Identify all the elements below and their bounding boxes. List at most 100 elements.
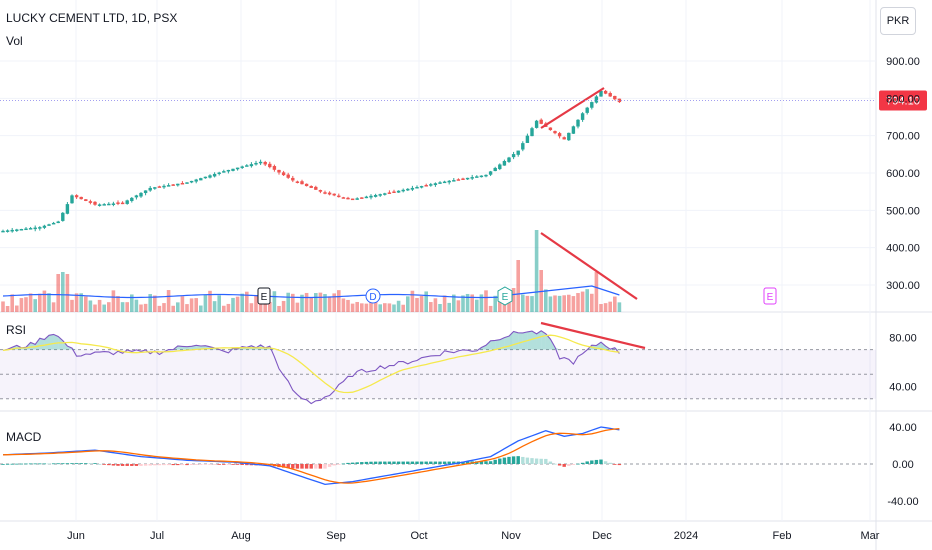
macd-histogram-bar [539, 458, 543, 464]
macd-histogram-bar [424, 461, 428, 464]
volume-bar [534, 230, 539, 312]
volume-bar [447, 302, 451, 312]
volume-bar [15, 305, 19, 312]
volume-bar [226, 303, 231, 312]
candle-body [580, 113, 585, 120]
volume-bar [263, 299, 267, 312]
event-letter: D [369, 292, 376, 303]
chart-title: LUCKY CEMENT LTD, 1D, PSX [6, 11, 178, 25]
price-tick-label: 700.00 [886, 131, 920, 143]
candle-body [84, 199, 88, 201]
macd-histogram-bar [231, 464, 235, 465]
candle-body [171, 184, 175, 186]
volume-bar [38, 293, 42, 312]
candle-body [295, 181, 300, 183]
candle-body [507, 157, 511, 162]
volume-bar [378, 304, 382, 312]
volume-bar [272, 291, 277, 312]
candle-body [38, 227, 42, 229]
volume-bar [350, 303, 355, 312]
volume-bar [608, 301, 612, 312]
macd-histogram-bar [406, 461, 410, 464]
volume-bar [249, 303, 254, 312]
macd-histogram-bar [304, 464, 309, 469]
candle-body [521, 143, 525, 150]
macd-histogram-bar [617, 464, 622, 466]
candle-body [15, 229, 19, 231]
volume-bar [488, 305, 493, 312]
volume-bar [406, 296, 410, 312]
macd-histogram-bar [484, 461, 488, 464]
candle-body [424, 185, 428, 187]
volume-bar [530, 296, 534, 312]
volume-bar [387, 303, 392, 312]
volume-bar [369, 301, 373, 312]
candle-body [309, 186, 313, 188]
volume-bar [19, 298, 24, 312]
candle-body [51, 222, 56, 225]
candle-body [429, 184, 433, 186]
volume-bar [585, 289, 589, 312]
candle-body [447, 180, 451, 183]
time-tick-label: Nov [501, 530, 521, 542]
candle-body [346, 197, 350, 200]
volume-bar [502, 301, 507, 312]
candle-body [456, 179, 461, 181]
volume-bar [429, 302, 433, 312]
currency-button[interactable]: PKR [880, 7, 916, 35]
volume-bar [521, 294, 525, 312]
candle-body [438, 182, 442, 184]
volume-bar [222, 305, 226, 312]
volume-bar [613, 296, 617, 312]
candle-body [180, 182, 185, 185]
macd-histogram-bar [327, 464, 332, 467]
volume-bar [153, 295, 157, 312]
volume-bar [277, 305, 281, 312]
macd-histogram-bar [166, 464, 171, 466]
macd-histogram-bar [603, 461, 608, 464]
macd-histogram-bar [148, 464, 152, 466]
macd-histogram-bar [153, 464, 157, 466]
macd-histogram-bar [226, 464, 231, 465]
macd-histogram-bar [291, 464, 295, 469]
macd-histogram-bar [442, 461, 447, 464]
macd-histogram-bar [84, 463, 88, 464]
volume-bar [594, 272, 599, 312]
candle-body [189, 180, 194, 183]
volume-bar [56, 274, 60, 312]
candle-body [42, 225, 47, 228]
macd-histogram-bar [116, 464, 120, 466]
volume-bar [314, 293, 318, 312]
macd-histogram-bar [548, 461, 553, 464]
time-tick-label: Jul [150, 530, 164, 542]
macd-histogram-bar [79, 463, 83, 464]
macd-histogram-bar [544, 458, 548, 464]
candle-body [93, 201, 97, 205]
candle-body [194, 179, 198, 182]
candle-body [148, 187, 152, 191]
macd-histogram-bar [24, 463, 28, 465]
volume-bar [217, 295, 221, 312]
candle-body [406, 188, 410, 191]
macd-pane [0, 426, 876, 486]
volume-bar [84, 296, 88, 312]
macd-label: MACD [6, 430, 42, 444]
volume-bar [300, 294, 304, 312]
macd-histogram-bar [373, 461, 378, 464]
candle-body [350, 198, 355, 201]
volume-bar [42, 290, 47, 312]
candle-body [74, 195, 79, 198]
candle-body [475, 176, 479, 178]
volume-ma-line [2, 285, 620, 299]
macd-histogram-bar [28, 463, 33, 465]
rsi-overbought-fill [504, 336, 509, 350]
volume-bar [180, 296, 185, 312]
signal-line [2, 428, 620, 484]
candle-body [442, 181, 447, 184]
candle-body [525, 135, 530, 143]
volume-bar [291, 293, 295, 312]
macd-histogram-bar [222, 464, 226, 465]
macd-histogram-bar [314, 464, 318, 469]
candle-body [433, 183, 438, 186]
